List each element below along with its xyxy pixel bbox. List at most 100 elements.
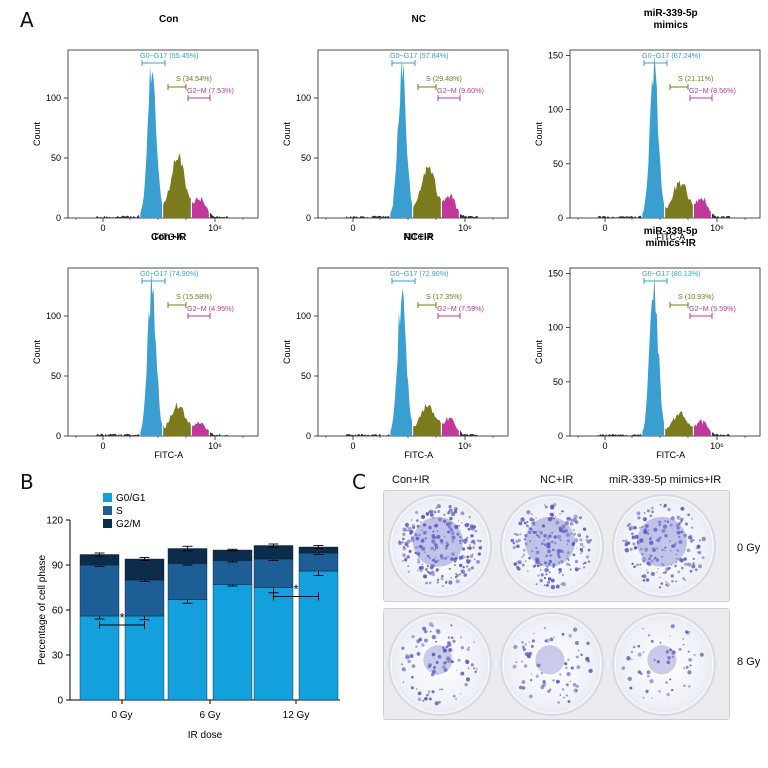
- colony-dot: [455, 525, 458, 528]
- colony-dot: [544, 505, 548, 509]
- colony-dot: [455, 573, 459, 577]
- colony-dot: [658, 586, 662, 589]
- bar-segment-s: [253, 558, 294, 588]
- colony-dot: [406, 525, 409, 529]
- colony-dot: [650, 560, 654, 563]
- colony-dot: [544, 504, 546, 506]
- colonies: [621, 624, 704, 699]
- colony-dot: [473, 667, 476, 670]
- colony-dot: [530, 644, 534, 648]
- colony-dot: [530, 673, 533, 675]
- colony-dot: [680, 517, 684, 521]
- g0-g1-peak: [140, 269, 162, 436]
- bar-segment-s: [79, 564, 120, 617]
- colony-dot: [526, 570, 529, 572]
- colony-dot: [545, 565, 549, 569]
- colony-dot: [434, 543, 438, 548]
- colony-dot: [420, 539, 425, 543]
- colony-dot: [634, 534, 639, 539]
- colony-dot: [476, 668, 478, 670]
- colony-dot: [477, 552, 481, 556]
- colony-dot: [522, 553, 526, 556]
- colony-dot: [683, 557, 687, 561]
- colony-dot: [642, 559, 646, 563]
- gate-label: G0~G17 (80.13%): [642, 269, 701, 278]
- colony-dot: [429, 556, 431, 559]
- colony-dot: [448, 580, 453, 585]
- colony-dot: [450, 636, 454, 640]
- y-axis-label: Count: [32, 340, 42, 365]
- colony-dot: [424, 537, 428, 540]
- colony-dot: [636, 541, 640, 545]
- colony-dot: [479, 539, 482, 543]
- colony-dot: [451, 530, 454, 533]
- colony-dot: [528, 540, 531, 543]
- colony-dot: [431, 652, 436, 657]
- colony-dot: [687, 670, 692, 675]
- colony-dot: [570, 666, 574, 670]
- colony-dot: [435, 660, 439, 664]
- colony-dot: [561, 632, 565, 636]
- colony-dot: [439, 688, 441, 691]
- colony-dot: [425, 512, 430, 516]
- colony-dot: [450, 577, 452, 579]
- gate-label: S (17.35%): [426, 292, 462, 301]
- g2-m-area: [442, 193, 459, 218]
- colony-dot: [447, 555, 449, 558]
- colony-dot: [671, 650, 676, 655]
- colony-dot: [517, 567, 521, 571]
- colonies: [400, 622, 478, 706]
- colony-dot: [648, 537, 652, 541]
- colony-dot: [474, 529, 478, 533]
- colony-dot: [432, 517, 435, 519]
- x-tick-label: 0: [602, 441, 607, 451]
- colony-dot: [431, 533, 436, 538]
- colony-dot: [637, 652, 642, 657]
- colony-dot: [456, 669, 458, 671]
- dish-con-ir-0gy: [388, 494, 492, 598]
- colony-dot: [645, 578, 650, 582]
- colony-dot: [667, 566, 671, 570]
- colony-dot: [416, 639, 421, 644]
- colony-dot: [526, 520, 529, 524]
- gate-label: S (10.93%): [678, 292, 714, 301]
- colony-dot: [447, 511, 450, 515]
- histogram-4: NC+IR 0 50 100 Count 0 10⁶ FITC-A G0~G17 (72.90%…: [282, 232, 509, 460]
- colony-dot: [537, 574, 540, 577]
- colony-dot: [468, 546, 472, 550]
- colony-dot: [676, 530, 681, 535]
- colony-dot: [431, 559, 434, 562]
- y-tick-label: 50: [301, 371, 311, 381]
- colony-dot: [585, 555, 590, 559]
- g2-m-area: [694, 419, 711, 436]
- colony-dot: [577, 533, 582, 538]
- colony-dot: [692, 538, 695, 542]
- colony-dot: [693, 653, 696, 657]
- colony-dot: [469, 544, 471, 546]
- colony-dot: [428, 622, 433, 627]
- colony-dot: [683, 667, 686, 670]
- colony-dot: [639, 547, 643, 551]
- colony-dot: [521, 645, 525, 649]
- dish-nc-ir-0gy: [500, 494, 604, 598]
- colony-dot: [439, 539, 444, 543]
- colony-dot: [411, 635, 415, 639]
- colony-dot: [556, 549, 561, 554]
- colony-dot: [584, 561, 587, 565]
- colony-dot: [430, 672, 435, 677]
- clonogenic-panel: Con+IR NC+IR miR-339-5p mimics+IR 0 Gy 8…: [380, 470, 768, 768]
- colony-dot: [642, 578, 646, 582]
- colony-dot: [579, 547, 584, 552]
- colony-dot: [552, 563, 556, 567]
- colony-dot: [531, 530, 534, 533]
- colony-dot: [685, 665, 689, 669]
- colony-dot: [567, 658, 570, 662]
- debris-area-left: [346, 433, 390, 436]
- colony-dot: [435, 628, 440, 633]
- x-tick-label: 0: [100, 223, 105, 233]
- colony-dot: [535, 583, 538, 586]
- colony-dot: [448, 648, 453, 653]
- x-tick-label: 0: [602, 223, 607, 233]
- colony-dot: [574, 520, 579, 524]
- colony-dot: [521, 680, 526, 684]
